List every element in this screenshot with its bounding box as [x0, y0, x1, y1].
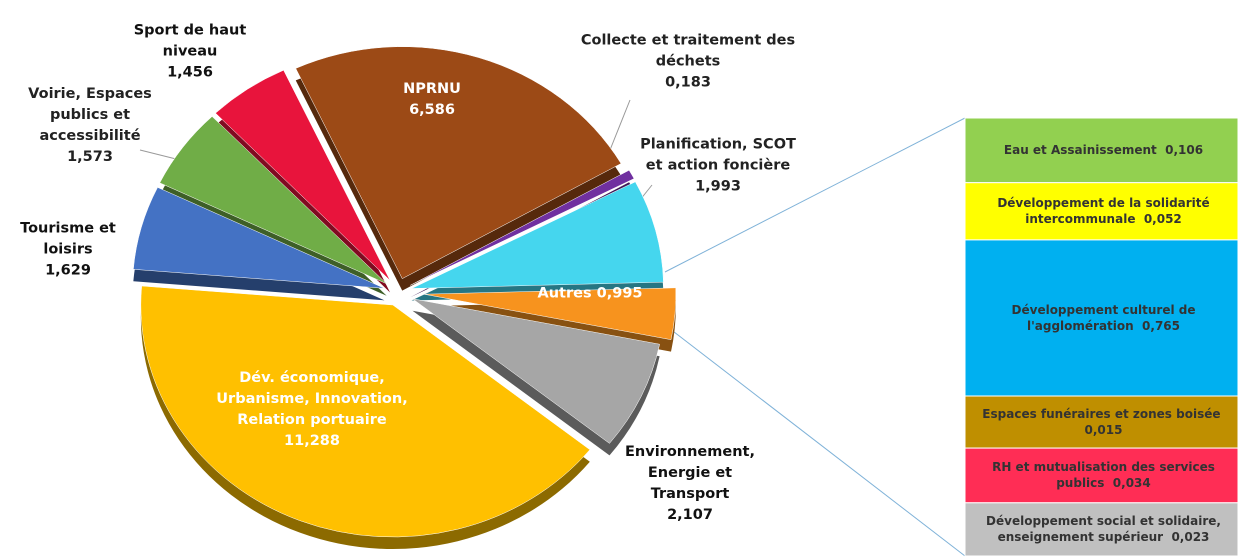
segment-label: Développement de la solidarité intercomm… — [971, 183, 1236, 240]
slice-value: 1,573 — [67, 149, 113, 166]
slice-value: 2,107 — [667, 507, 713, 524]
slice-value: 6,586 — [409, 102, 455, 118]
slice-label: Sport de haut niveau 1,456 — [125, 20, 255, 83]
slice-label: Dév. économique, Urbanisme, Innovation, … — [202, 368, 422, 452]
segment-name: Développement social et solidaire, ensei… — [986, 514, 1221, 545]
slice-value: 0,995 — [596, 285, 643, 302]
segment-value: 0,765 — [1142, 318, 1181, 333]
segment-label: RH et mutualisation des services publics… — [971, 448, 1236, 503]
segment-value: 0,034 — [1112, 476, 1151, 491]
segment-value: 0,052 — [1143, 212, 1182, 227]
slice — [412, 298, 660, 444]
slice — [140, 285, 591, 538]
slice-label: Tourisme et loisirs 1,629 — [8, 218, 128, 281]
bar-segment — [964, 447, 1238, 504]
slice-label: Planification, SCOT et action foncière 1,… — [633, 134, 803, 197]
slice-name: NPRNU — [403, 80, 461, 97]
segment-name: RH et mutualisation des services publics — [992, 460, 1215, 491]
segment-value: 0,106 — [1165, 143, 1204, 158]
segment-label-text: Développement social et solidaire, ensei… — [971, 513, 1236, 545]
slice-name: Sport de haut niveau — [133, 22, 247, 60]
segment-label-text: Développement culturel de l'agglomératio… — [971, 302, 1236, 334]
slice-label: NPRNU 6,586 — [372, 79, 492, 121]
slice — [295, 46, 622, 279]
segment-label: Développement culturel de l'agglomératio… — [971, 240, 1236, 396]
slice-value: 1,629 — [45, 262, 91, 279]
segment-label-text: RH et mutualisation des services publics… — [971, 459, 1236, 491]
segment-name: Développement culturel de l'agglomératio… — [1011, 302, 1196, 333]
slice-label: Collecte et traitement des déchets 0,183 — [578, 30, 798, 93]
segment-name: Développement de la solidarité intercomm… — [997, 196, 1210, 227]
slice-name: Voirie, Espaces publics et accessibilité — [28, 85, 152, 144]
connector-line — [664, 324, 966, 557]
slice — [133, 187, 385, 289]
segment-label: Développement social et solidaire, ensei… — [971, 503, 1236, 556]
slice-label: Voirie, Espaces publics et accessibilité… — [15, 84, 165, 168]
segment-value: 0,015 — [1084, 423, 1123, 438]
leader-line — [609, 99, 631, 151]
segment-label: Espaces funéraires et zones boisée 0,015 — [971, 396, 1236, 448]
slice-label: Environnement, Energie et Transport 2,107 — [620, 442, 760, 526]
slice — [411, 181, 664, 289]
segment-name: Espaces funéraires et zones boisée — [982, 406, 1221, 421]
segment-label-text: Eau et Assainissement 0,106 — [1004, 142, 1203, 158]
slice-value: 11,288 — [284, 433, 340, 450]
slice — [215, 69, 391, 281]
segment-label-text: Développement de la solidarité intercomm… — [971, 195, 1236, 227]
slice-name: Autres — [537, 285, 592, 302]
slice-value: 1,993 — [695, 178, 741, 195]
segment-label-text: Espaces funéraires et zones boisée 0,015 — [971, 406, 1236, 438]
segment-name: Eau et Assainissement — [1003, 143, 1157, 158]
bar-segment — [964, 239, 1238, 397]
bar-segment — [964, 395, 1238, 449]
slice — [410, 169, 635, 286]
connector-line — [664, 117, 966, 273]
slice-label: Autres 0,995 — [490, 283, 690, 304]
slice-value: 1,456 — [167, 64, 213, 81]
slice-name: Dév. économique, Urbanisme, Innovation, … — [216, 369, 408, 428]
segment-value: 0,023 — [1171, 530, 1210, 545]
segment-label: Eau et Assainissement 0,106 — [971, 118, 1236, 183]
slice — [159, 116, 387, 285]
slice — [423, 287, 677, 340]
slice-name: Collecte et traitement des déchets — [580, 32, 796, 70]
slice-name: Tourisme et loisirs — [20, 220, 116, 258]
leader-line — [139, 149, 181, 161]
slice-value: 0,183 — [665, 74, 711, 91]
slice-name: Environnement, Energie et Transport — [625, 443, 755, 502]
slice-name: Planification, SCOT et action foncière — [640, 136, 796, 174]
bar-segment — [964, 502, 1238, 557]
